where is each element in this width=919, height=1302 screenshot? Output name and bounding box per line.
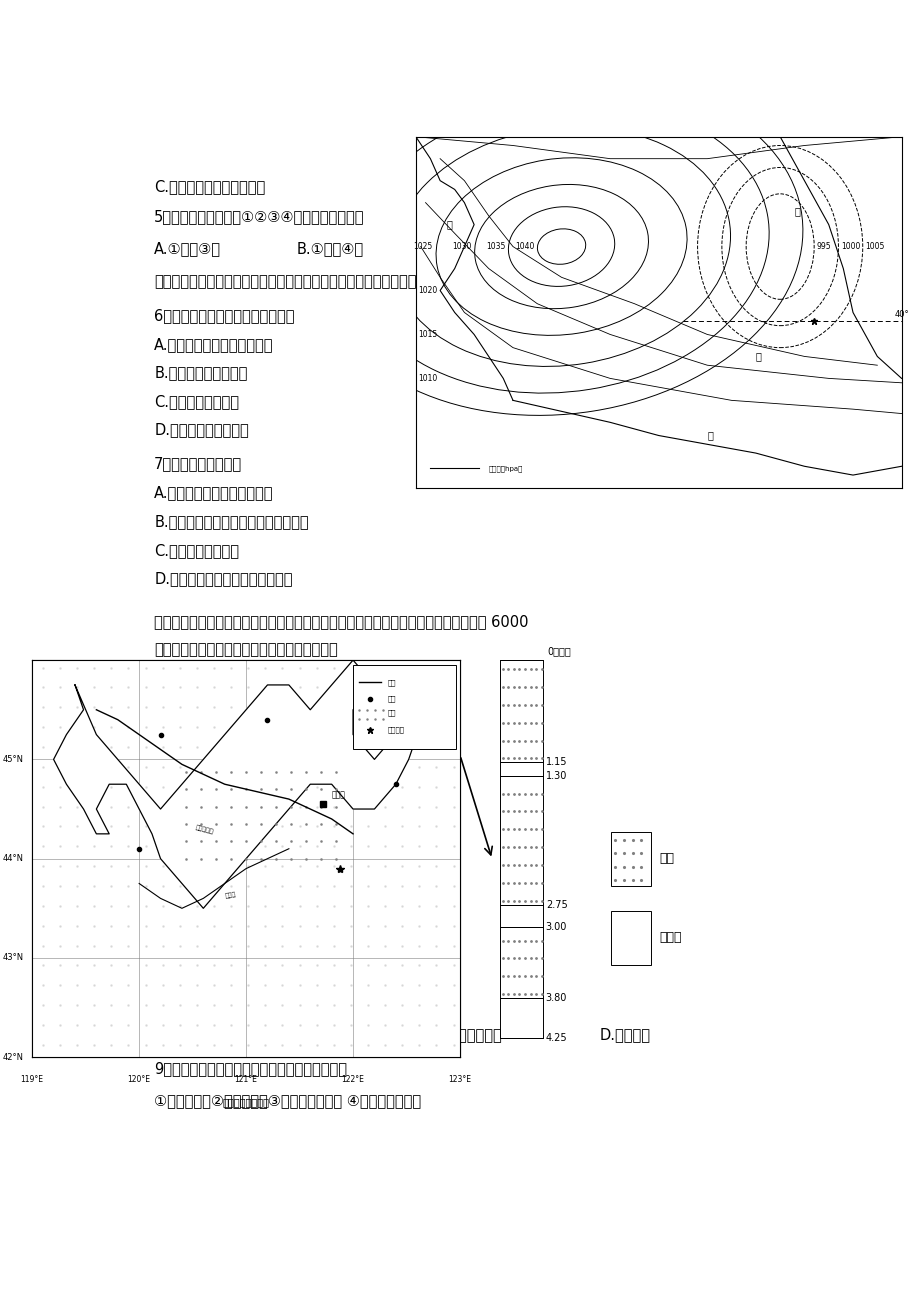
Text: 8．科尔沁草原目前面临的主要生态问题是: 8．科尔沁草原目前面临的主要生态问题是: [154, 991, 321, 1006]
Text: 120°E: 120°E: [128, 1074, 151, 1083]
Text: C.丙地能源矿产缺乏: C.丙地能源矿产缺乏: [154, 543, 239, 557]
Bar: [610, 832, 651, 887]
Text: 1.30: 1.30: [545, 771, 566, 781]
Text: C.东北地区天气晴朗: C.东北地区天气晴朗: [154, 395, 239, 409]
Text: 1005: 1005: [864, 242, 883, 251]
Text: 1040: 1040: [515, 242, 534, 251]
Text: 剖面位置: 剖面位置: [387, 727, 403, 733]
Text: 123°E: 123°E: [448, 1074, 471, 1083]
Text: 42°N: 42°N: [3, 1053, 24, 1061]
Text: 1020: 1020: [418, 286, 437, 296]
Text: A.内蒙古高原东部为阴雨天气: A.内蒙古高原东部为阴雨天气: [154, 337, 274, 353]
Text: D.②地与④地: D.②地与④地: [599, 241, 667, 256]
Text: 995: 995: [816, 242, 830, 251]
Text: 年以来的某地地层剖面示意图。完成下列各题。: 年以来的某地地层剖面示意图。完成下列各题。: [154, 642, 337, 658]
Bar: [500, 927, 543, 999]
Polygon shape: [53, 660, 417, 909]
Text: 沙地: 沙地: [387, 708, 395, 716]
Text: C.②地与③地: C.②地与③地: [443, 241, 510, 256]
Text: 甲: 甲: [447, 220, 452, 229]
Text: 44°N: 44°N: [3, 854, 24, 863]
Text: B.塔里木盆地吹西北风: B.塔里木盆地吹西北风: [154, 366, 247, 380]
Text: D.水土流失: D.水土流失: [599, 1027, 650, 1042]
Text: B.森林破坏: B.森林破坏: [297, 1027, 346, 1042]
Text: 119°E: 119°E: [20, 1074, 44, 1083]
Text: 1.15: 1.15: [545, 758, 567, 767]
Text: C.土地沙漠化: C.土地沙漠化: [443, 1027, 501, 1042]
Text: 0（米）: 0（米）: [547, 646, 570, 656]
Text: C.自转线速度与角速度相等: C.自转线速度与角速度相等: [154, 178, 266, 194]
Bar: [500, 763, 543, 776]
Text: 黑沙土: 黑沙土: [658, 931, 681, 944]
Text: 9．黑沙土是一种肥沃土壤，该地黑沙土层形成时: 9．黑沙土是一种肥沃土壤，该地黑沙土层形成时: [154, 1061, 346, 1075]
Text: D.丁地河流流速较慢，含沙量较小: D.丁地河流流速较慢，含沙量较小: [154, 570, 292, 586]
Text: 在科尔沁草原，沙丘普遍有历史时期形成的三层黑沙土。下图为科尔沁草原示意图和近 6000: 在科尔沁草原，沙丘普遍有历史时期形成的三层黑沙土。下图为科尔沁草原示意图和近 6…: [154, 615, 528, 629]
Text: 通辽市: 通辽市: [332, 790, 346, 799]
Text: 3.00: 3.00: [545, 922, 566, 932]
Text: 121°E: 121°E: [234, 1074, 257, 1083]
Text: 老哈河: 老哈河: [224, 892, 236, 900]
Text: 乙: 乙: [755, 352, 761, 362]
Bar: [500, 776, 543, 905]
Text: 6．据图判断下列天气预报正确的是: 6．据图判断下列天气预报正确的是: [154, 309, 294, 323]
Text: 等压线（hpa）: 等压线（hpa）: [488, 465, 523, 471]
Text: 黄沙: 黄沙: [658, 853, 674, 866]
Text: 122°E: 122°E: [341, 1074, 364, 1083]
Text: D.华北平原盛行东北风: D.华北平原盛行东北风: [154, 422, 249, 437]
Text: A.甲地受暖高压控制，气压高: A.甲地受暖高压控制，气压高: [154, 486, 274, 500]
Text: 下图为我国部分地区某时刻的地面天气形势图，读图回答下面小题。: 下图为我国部分地区某时刻的地面天气形势图，读图回答下面小题。: [154, 273, 416, 289]
Text: 7．下列说法正确的是: 7．下列说法正确的是: [154, 457, 242, 471]
Text: 45°N: 45°N: [3, 755, 24, 764]
Text: 丙: 丙: [707, 431, 712, 440]
Text: ①气候较暖湿②气候较冷干③夏季风势力较强 ④冬季风势力较强: ①气候较暖湿②气候较冷干③夏季风势力较强 ④冬季风势力较强: [154, 1094, 421, 1108]
Text: 丁: 丁: [794, 207, 800, 216]
Text: 43°N: 43°N: [3, 953, 24, 962]
Text: 1025: 1025: [414, 242, 432, 251]
Bar: [500, 999, 543, 1038]
Text: A.①地与③地: A.①地与③地: [154, 241, 221, 256]
Text: 1015: 1015: [418, 329, 437, 339]
Text: 2.75: 2.75: [545, 900, 567, 910]
Text: 40°: 40°: [893, 310, 908, 319]
Bar: [500, 905, 543, 927]
Text: 科尔沁沙地示意图: 科尔沁沙地示意图: [222, 1096, 269, 1107]
Bar: [500, 660, 543, 763]
Text: 1030: 1030: [452, 242, 471, 251]
Text: 1000: 1000: [840, 242, 859, 251]
Text: 城镇: 城镇: [387, 695, 395, 702]
Bar: [610, 910, 651, 965]
Text: B.乙地所在国主要生态问题是水土流失: B.乙地所在国主要生态问题是水土流失: [154, 514, 309, 529]
Text: 西拉木伦河: 西拉木伦河: [195, 824, 214, 835]
Text: 河流: 河流: [387, 680, 395, 686]
Bar: [353, 665, 455, 750]
Text: D.自转角速度较大，线速度相等: D.自转角速度较大，线速度相等: [485, 178, 615, 194]
Text: 5．各图所示日期中，①②③④四地昼长相等的是: 5．各图所示日期中，①②③④四地昼长相等的是: [154, 208, 364, 224]
Text: 1035: 1035: [486, 242, 505, 251]
Text: 4.25: 4.25: [545, 1034, 567, 1043]
Text: 1010: 1010: [418, 374, 437, 383]
Text: 3.80: 3.80: [545, 993, 566, 1004]
Text: B.①地与④地: B.①地与④地: [297, 241, 364, 256]
Text: A.沙尘暴: A.沙尘暴: [154, 1027, 195, 1042]
